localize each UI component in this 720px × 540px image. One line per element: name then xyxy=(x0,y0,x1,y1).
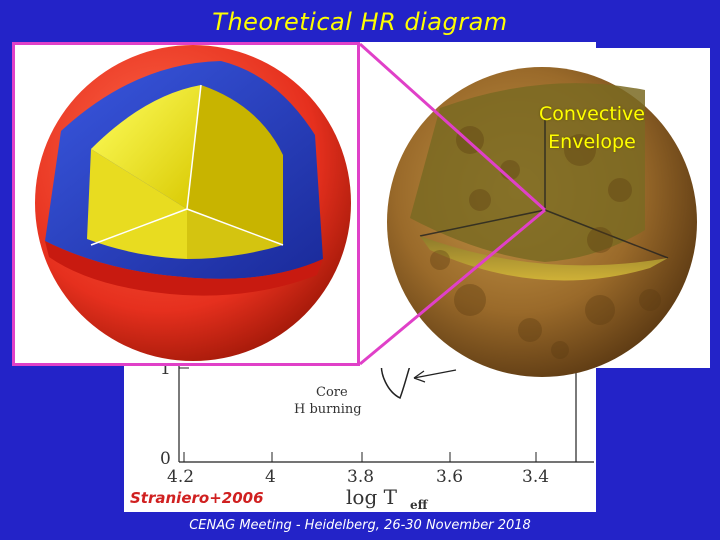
x-ticks xyxy=(183,452,537,462)
x-tick-label: 4.2 xyxy=(167,467,194,487)
x-tick-label: 3.8 xyxy=(347,467,374,487)
partial-label: rc xyxy=(362,231,375,245)
sun-cutaway-frame xyxy=(12,42,360,366)
x-tick-label: 4 xyxy=(265,467,276,487)
annotation-h-burning: H burning xyxy=(294,402,362,417)
evolutionary-track-2 xyxy=(369,333,377,363)
evolutionary-track xyxy=(363,319,419,400)
x-axis-label-sub: eff xyxy=(410,498,429,512)
convective-envelope-label: Convective Envelope xyxy=(526,100,658,156)
annotation-core: Core xyxy=(316,385,348,400)
citation-credit: Straniero+2006 xyxy=(130,489,264,507)
partial-label: rni. xyxy=(362,249,383,263)
convective-label-line: Convective xyxy=(539,103,645,125)
y-tick-label: 1 xyxy=(160,359,171,379)
y-tick-label: 0 xyxy=(160,449,171,469)
convective-label-line: Envelope xyxy=(548,131,636,153)
slide-title: Theoretical HR diagram xyxy=(212,8,508,36)
x-axis-label: log T xyxy=(346,485,398,509)
x-tick-label: 3.4 xyxy=(522,467,549,487)
sun-cutaway-image xyxy=(35,45,351,361)
x-tick-label: 3.6 xyxy=(436,467,463,487)
slide-footer: CENAG Meeting - Heidelberg, 26-30 Novemb… xyxy=(189,518,531,533)
